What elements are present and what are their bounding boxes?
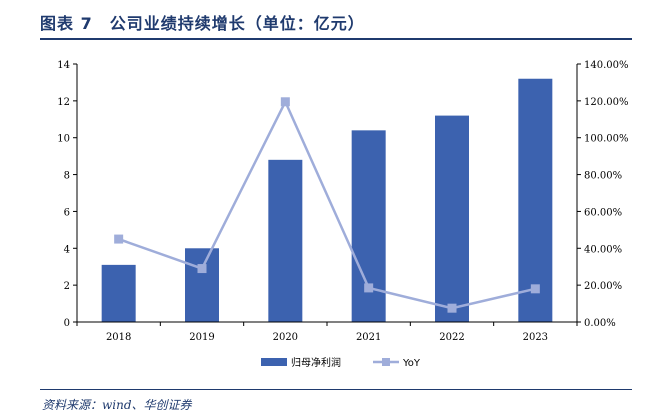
legend-swatch-bar: [261, 358, 287, 366]
y-right-tick-label: 100.00%: [584, 134, 629, 145]
y-right-tick-label: 80.00%: [584, 171, 622, 182]
y-right-tick-label: 120.00%: [584, 97, 629, 108]
y-left-tick-label: 4: [64, 244, 70, 255]
y-left-tick-label: 8: [64, 171, 70, 182]
bar-2020: [268, 159, 303, 322]
y-right-tick-label: 40.00%: [584, 244, 622, 255]
y-left-tick-label: 10: [57, 134, 70, 145]
bar-2023: [518, 78, 553, 322]
yoy-point-2021: [364, 283, 374, 293]
figure-header: 图表 7 公司业绩持续增长（单位：亿元）: [0, 0, 672, 40]
x-tick-label: 2022: [439, 332, 464, 343]
y-right-tick-label: 140.00%: [584, 60, 629, 71]
y-left-tick-label: 0: [64, 318, 70, 329]
source-note: 资料来源：wind、华创证券: [42, 398, 192, 412]
bar-2021: [351, 130, 386, 322]
yoy-point-2019: [197, 264, 207, 274]
yoy-point-2023: [530, 284, 540, 294]
y-left-tick-label: 2: [64, 281, 70, 292]
y-left-tick-label: 12: [57, 97, 70, 108]
figure-title: 图表 7 公司业绩持续增长（单位：亿元）: [40, 14, 365, 33]
bar-2018: [101, 264, 136, 322]
x-tick-label: 2018: [106, 332, 131, 343]
y-right-tick-label: 60.00%: [584, 207, 622, 218]
yoy-line: [118, 98, 536, 310]
x-tick-label: 2019: [189, 332, 214, 343]
y-right-tick-label: 0.00%: [584, 318, 616, 329]
x-tick-label: 2020: [273, 332, 298, 343]
yoy-point-2018: [114, 234, 124, 244]
bar-2022: [435, 115, 469, 322]
legend-label-bar: 归母净利润: [291, 356, 341, 369]
y-right-tick-label: 20.00%: [584, 281, 622, 292]
y-left-tick-label: 6: [64, 207, 70, 218]
legend-label-line: YoY: [402, 358, 421, 369]
x-tick-label: 2021: [356, 332, 381, 343]
yoy-point-2020: [280, 97, 290, 107]
bar-2019: [185, 248, 219, 322]
x-tick-label: 2023: [523, 332, 548, 343]
legend-swatch-marker: [382, 358, 390, 366]
y-left-tick-label: 14: [57, 60, 70, 71]
yoy-point-2022: [447, 303, 457, 313]
header-rule: [40, 38, 632, 40]
source-rule: [40, 389, 632, 390]
